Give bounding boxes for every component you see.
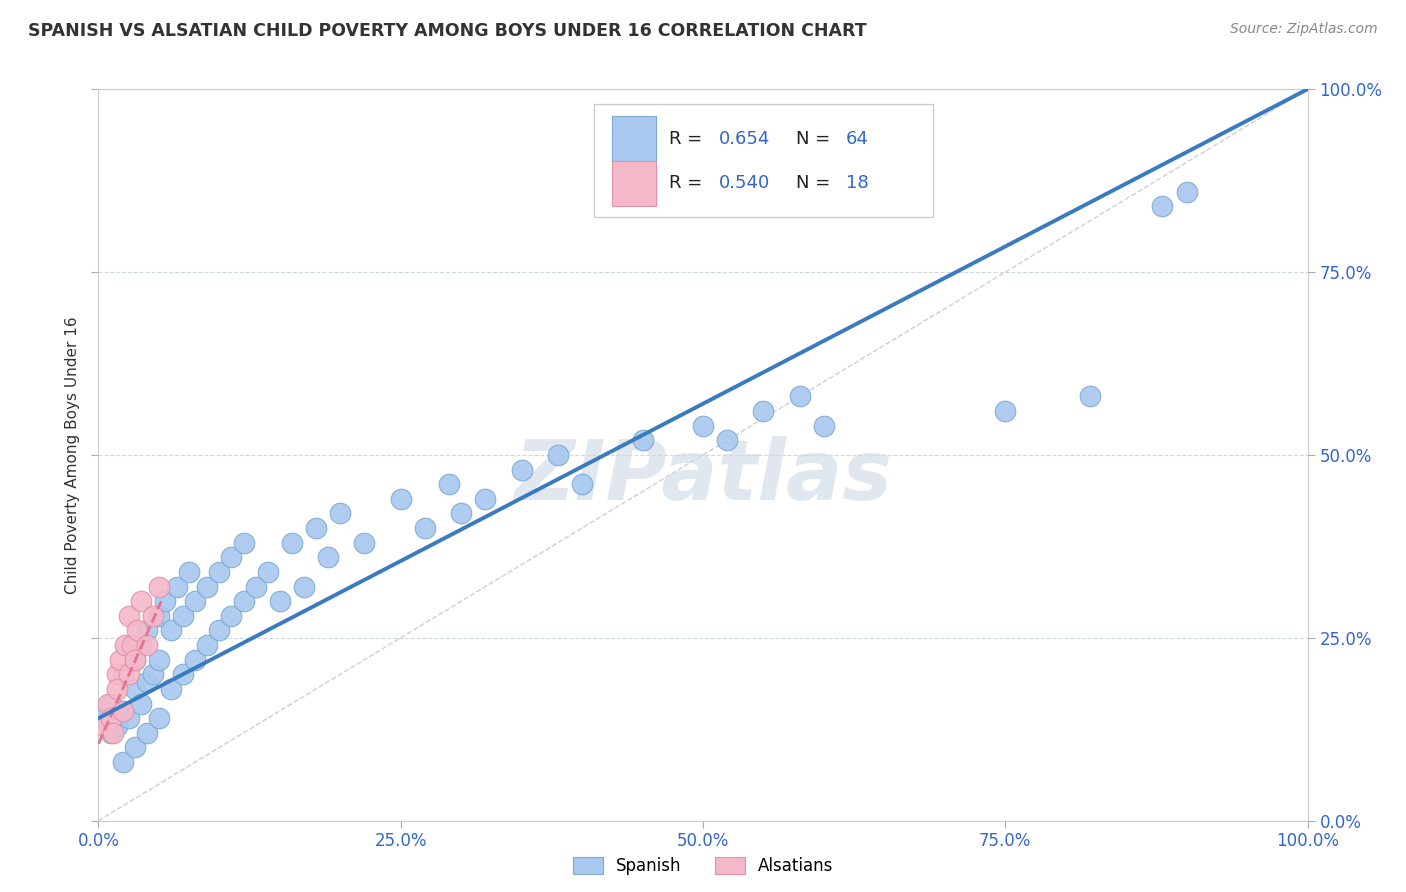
Point bbox=[118, 711, 141, 725]
Point bbox=[1175, 185, 1198, 199]
Point bbox=[148, 580, 170, 594]
Point bbox=[329, 507, 352, 521]
Point bbox=[124, 740, 146, 755]
Point bbox=[994, 404, 1017, 418]
Legend: Spanish, Alsatians: Spanish, Alsatians bbox=[565, 850, 841, 882]
Point bbox=[153, 594, 176, 608]
Point bbox=[195, 638, 218, 652]
Point bbox=[111, 704, 134, 718]
Point bbox=[118, 667, 141, 681]
Point bbox=[752, 404, 775, 418]
Point bbox=[129, 697, 152, 711]
Point bbox=[105, 681, 128, 696]
Point bbox=[208, 624, 231, 638]
Point bbox=[221, 608, 243, 623]
Text: 64: 64 bbox=[845, 130, 869, 148]
FancyBboxPatch shape bbox=[613, 116, 655, 161]
Point bbox=[124, 653, 146, 667]
Point bbox=[547, 448, 569, 462]
Point bbox=[692, 418, 714, 433]
Point bbox=[105, 718, 128, 732]
Point bbox=[571, 477, 593, 491]
Point bbox=[245, 580, 267, 594]
Point bbox=[316, 550, 339, 565]
Point bbox=[437, 477, 460, 491]
Point bbox=[124, 653, 146, 667]
Point bbox=[124, 681, 146, 696]
Text: SPANISH VS ALSATIAN CHILD POVERTY AMONG BOYS UNDER 16 CORRELATION CHART: SPANISH VS ALSATIAN CHILD POVERTY AMONG … bbox=[28, 22, 866, 40]
Point bbox=[179, 565, 201, 579]
Point bbox=[135, 624, 157, 638]
Point bbox=[208, 565, 231, 579]
Point bbox=[148, 608, 170, 623]
Point bbox=[172, 608, 194, 623]
Point bbox=[135, 674, 157, 689]
Point bbox=[474, 491, 496, 506]
Point bbox=[135, 638, 157, 652]
FancyBboxPatch shape bbox=[595, 103, 932, 218]
Point bbox=[142, 608, 165, 623]
Text: R =: R = bbox=[669, 174, 709, 192]
Point bbox=[160, 624, 183, 638]
Point bbox=[160, 681, 183, 696]
Point bbox=[281, 535, 304, 549]
Point bbox=[789, 389, 811, 403]
Point bbox=[142, 667, 165, 681]
Point bbox=[97, 697, 120, 711]
FancyBboxPatch shape bbox=[613, 161, 655, 206]
Point bbox=[105, 667, 128, 681]
Text: R =: R = bbox=[669, 130, 709, 148]
Point bbox=[716, 434, 738, 448]
Point bbox=[121, 638, 143, 652]
Text: 0.540: 0.540 bbox=[718, 174, 770, 192]
Point bbox=[389, 491, 412, 506]
Point bbox=[256, 565, 278, 579]
Point bbox=[232, 535, 254, 549]
Y-axis label: Child Poverty Among Boys Under 16: Child Poverty Among Boys Under 16 bbox=[65, 316, 80, 594]
Point bbox=[292, 580, 315, 594]
Point bbox=[148, 711, 170, 725]
Point bbox=[1078, 389, 1101, 403]
Point bbox=[100, 726, 122, 740]
Point bbox=[195, 580, 218, 594]
Point bbox=[111, 667, 134, 681]
Point bbox=[114, 638, 136, 652]
Point bbox=[813, 418, 835, 433]
Point bbox=[184, 594, 207, 608]
Point bbox=[111, 755, 134, 769]
Point bbox=[135, 726, 157, 740]
Point bbox=[129, 638, 152, 652]
Point bbox=[232, 594, 254, 608]
Point bbox=[1152, 199, 1174, 213]
Point bbox=[221, 550, 243, 565]
Point bbox=[184, 653, 207, 667]
Point bbox=[510, 462, 533, 476]
Point bbox=[172, 667, 194, 681]
Text: N =: N = bbox=[796, 130, 837, 148]
Text: 0.654: 0.654 bbox=[718, 130, 770, 148]
Point bbox=[101, 726, 124, 740]
Point bbox=[127, 624, 149, 638]
Point bbox=[129, 594, 152, 608]
Point bbox=[148, 653, 170, 667]
Point bbox=[413, 521, 436, 535]
Point bbox=[118, 608, 141, 623]
Point bbox=[305, 521, 328, 535]
Point bbox=[108, 653, 131, 667]
Point bbox=[269, 594, 291, 608]
Text: N =: N = bbox=[796, 174, 837, 192]
Text: 18: 18 bbox=[845, 174, 869, 192]
Point bbox=[450, 507, 472, 521]
Text: Source: ZipAtlas.com: Source: ZipAtlas.com bbox=[1230, 22, 1378, 37]
Point bbox=[100, 697, 122, 711]
Point bbox=[631, 434, 654, 448]
Text: ZIPatlas: ZIPatlas bbox=[515, 436, 891, 517]
Point bbox=[93, 711, 115, 725]
Point bbox=[100, 711, 122, 725]
Point bbox=[111, 704, 134, 718]
Point bbox=[166, 580, 188, 594]
Point bbox=[93, 718, 115, 732]
Point bbox=[353, 535, 375, 549]
